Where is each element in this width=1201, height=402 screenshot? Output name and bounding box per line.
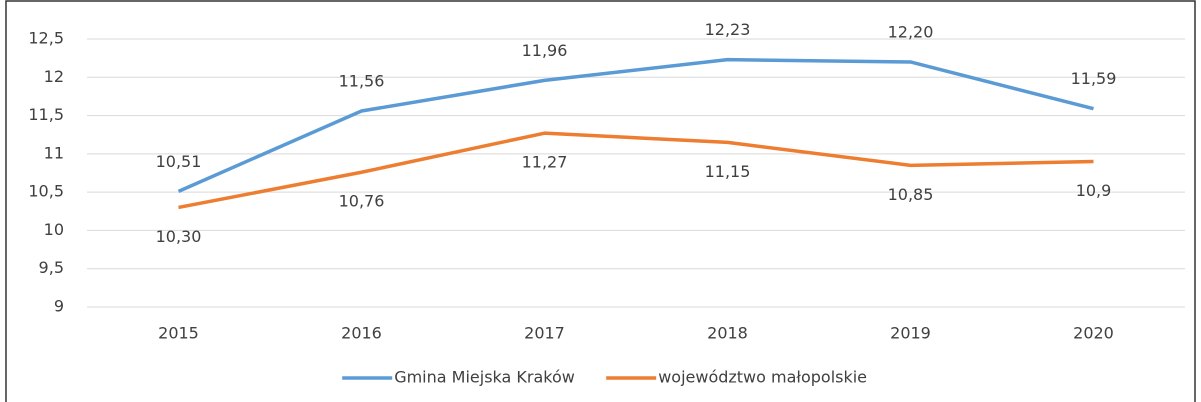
- data-label: 11,56: [339, 71, 385, 90]
- data-label: 12,23: [705, 20, 751, 39]
- x-tick-label: 2020: [1073, 324, 1114, 343]
- series-line: [177, 57, 1094, 193]
- data-label: 10,9: [1076, 181, 1112, 200]
- series-line: [178, 131, 1094, 210]
- legend-label: Gmina Miejska Kraków: [394, 368, 575, 387]
- legend-label: województwo małopolskie: [658, 368, 867, 387]
- y-tick-label: 10: [44, 220, 64, 239]
- data-label: 10,30: [156, 227, 202, 246]
- data-label: 11,15: [705, 162, 751, 181]
- data-label: 11,96: [522, 41, 568, 60]
- data-label: 10,76: [339, 192, 385, 211]
- data-label: 11,27: [522, 153, 568, 172]
- chart-frame: [5, 0, 1196, 402]
- y-tick-label: 9,5: [39, 258, 64, 277]
- data-label: 10,85: [888, 185, 934, 204]
- x-tick-label: 2019: [890, 324, 931, 343]
- data-label: 10,51: [156, 152, 202, 171]
- x-tick-label: 2016: [341, 324, 382, 343]
- y-tick-label: 11,5: [28, 105, 64, 124]
- y-tick-label: 9: [54, 297, 64, 316]
- y-tick-label: 12,5: [28, 29, 64, 48]
- y-tick-label: 12: [44, 67, 64, 86]
- x-tick-label: 2015: [158, 324, 199, 343]
- y-tick-label: 11: [44, 143, 64, 162]
- data-label: 12,20: [888, 22, 934, 41]
- x-tick-label: 2018: [707, 324, 748, 343]
- x-tick-label: 2017: [524, 324, 565, 343]
- y-tick-label: 10,5: [28, 182, 64, 201]
- data-label: 11,59: [1071, 69, 1117, 88]
